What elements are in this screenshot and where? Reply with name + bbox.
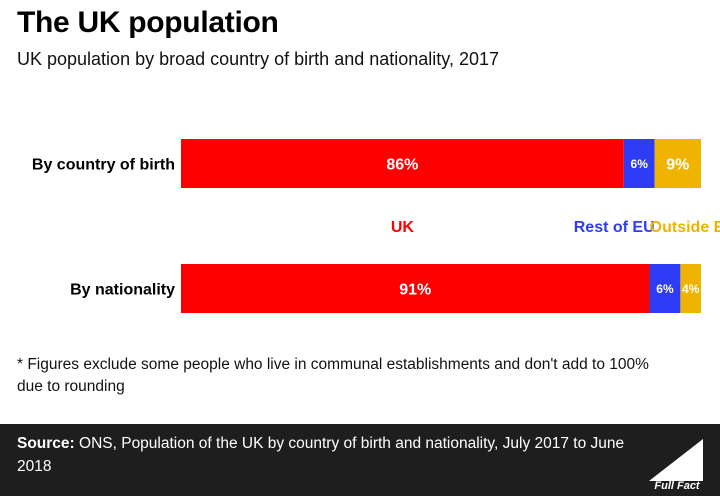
data-label: 86% <box>386 156 418 173</box>
category-label: By nationality <box>70 282 175 299</box>
chart-title: The UK population <box>17 6 279 39</box>
category-label: By country of birth <box>32 157 175 174</box>
source-note: Source: ONS, Population of the UK by cou… <box>17 432 647 478</box>
chart-subtitle: UK population by broad country of birth … <box>17 49 499 69</box>
bar-segment <box>680 264 701 313</box>
data-label: 4% <box>682 282 700 296</box>
bar-segment <box>181 139 624 188</box>
bar-segment <box>623 139 655 188</box>
bar-segment <box>181 264 650 313</box>
source-label: Source: <box>17 435 75 452</box>
footer-bar: Source: ONS, Population of the UK by cou… <box>0 424 720 496</box>
legend-entry: Rest of EU <box>574 219 655 236</box>
bar-segment <box>654 139 701 188</box>
full-fact-logo: Full Fact <box>649 439 703 491</box>
legend-entry: Outside EU <box>650 219 720 236</box>
logo-text: Full Fact <box>654 480 701 491</box>
footnote: * Figures exclude some people who live i… <box>17 356 649 395</box>
data-label: 91% <box>399 281 431 298</box>
data-label: 6% <box>656 282 674 296</box>
stacked-bar-chart: By country of birth 86% 6% 9% By nationality… <box>32 139 720 313</box>
data-label: 6% <box>631 157 649 171</box>
legend-entry: UK <box>391 219 415 236</box>
source-text: ONS, Population of the UK by country of … <box>17 435 625 475</box>
bar-segment <box>649 264 681 313</box>
data-label: 9% <box>666 156 689 173</box>
